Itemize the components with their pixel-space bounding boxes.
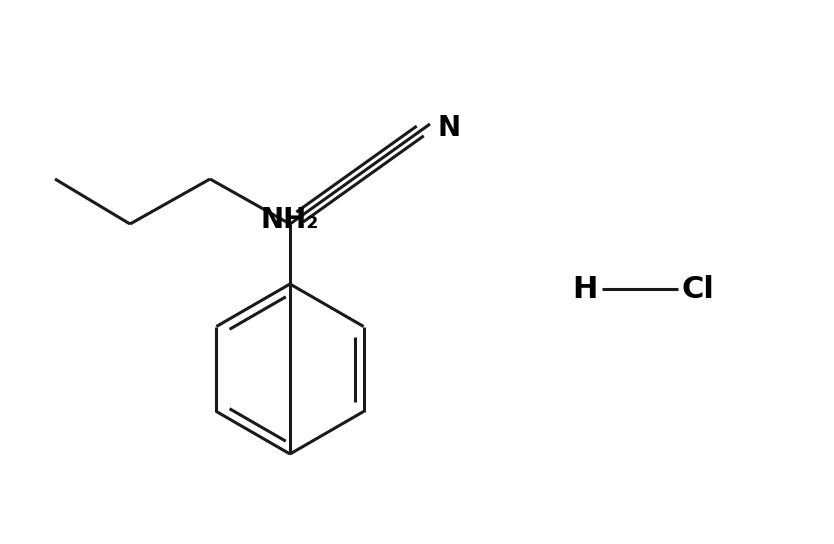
Text: H: H	[573, 275, 598, 304]
Text: Cl: Cl	[682, 275, 715, 304]
Text: NH₂: NH₂	[261, 206, 319, 234]
Text: N: N	[438, 114, 461, 142]
